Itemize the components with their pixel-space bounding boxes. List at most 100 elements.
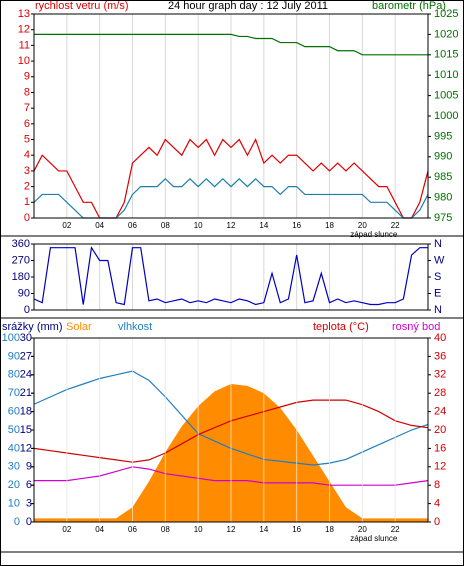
- y-tick-label: 24: [434, 406, 446, 418]
- x-tick-label: 16: [292, 221, 301, 230]
- y-tick-label: 0: [26, 516, 32, 528]
- y-tick-label: 985: [434, 171, 452, 183]
- x-tick-label: 22: [391, 221, 400, 230]
- y-tick-label: 40: [434, 332, 446, 344]
- y-tick-label: 3: [24, 165, 30, 177]
- y-tick-label: 990: [434, 151, 452, 163]
- x-tick-label: 20: [358, 525, 367, 534]
- x-tick-label: 08: [161, 525, 170, 534]
- y-tick-label: 5: [24, 133, 30, 145]
- y-tick-label: 975: [434, 212, 452, 224]
- x-tick-label: 04: [95, 221, 104, 230]
- y-tick-label: 10: [8, 498, 20, 510]
- x-tick-label: 12: [227, 221, 236, 230]
- y-tick-label: 27: [20, 350, 32, 362]
- y-tick-label: 2: [24, 181, 30, 193]
- y-tick-label: 0: [434, 516, 440, 528]
- y-tick-label: 180: [12, 271, 30, 283]
- y-tick-label: 32: [434, 369, 446, 381]
- x-tick-label: 18: [325, 525, 334, 534]
- x-tick-label: 02: [62, 221, 71, 230]
- plot-frame: [33, 13, 429, 219]
- x-tick-label: 10: [194, 221, 203, 230]
- line: [33, 245, 428, 306]
- y-tick-label: 1015: [434, 49, 458, 61]
- y-tick-label: 1020: [434, 28, 458, 40]
- line: [34, 33, 428, 56]
- y-tick-label: 0: [24, 212, 30, 224]
- y-tick-label: 1025: [434, 8, 458, 20]
- y-tick-label: 4: [24, 149, 30, 161]
- x-tick-label: 08: [161, 221, 170, 230]
- y-tick-label: 360: [12, 238, 30, 250]
- y-tick-label: 6: [26, 479, 32, 491]
- y-tick-label: E: [434, 287, 441, 299]
- y-tick-label: 0: [24, 304, 30, 316]
- y-tick-label: S: [434, 271, 441, 283]
- y-tick-label: 12: [20, 442, 32, 454]
- y-tick-label: 21: [20, 387, 32, 399]
- y-tick-label: 1010: [434, 69, 458, 81]
- y-tick-label: 30: [20, 332, 32, 344]
- x-tick-label: 02: [62, 525, 71, 534]
- y-tick-label: 18: [20, 406, 32, 418]
- x-tick-label: 16: [292, 525, 301, 534]
- y-tick-label: 60: [8, 406, 20, 418]
- y-tick-label: 16: [434, 442, 446, 454]
- x-tick-label: 22: [391, 525, 400, 534]
- y-tick-label: 24: [20, 369, 32, 381]
- y-tick-label: 100: [2, 332, 20, 344]
- x-tick-label: 06: [128, 525, 137, 534]
- annotation: západ slunce: [350, 230, 398, 239]
- y3-axis-title: srážky (mm): [2, 321, 63, 333]
- y-tick-label: 1000: [434, 110, 458, 122]
- legend-entry: rosný bod: [392, 321, 440, 333]
- x-tick-label: 14: [259, 525, 268, 534]
- y-tick-label: 995: [434, 130, 452, 142]
- y-tick-label: 11: [19, 39, 30, 51]
- y-tick-label: 9: [26, 461, 32, 473]
- y-tick-label: 13: [18, 8, 30, 20]
- y-tick-label: 1005: [434, 90, 458, 102]
- plot-frame: [33, 337, 429, 523]
- chart-title: 24 hour graph day : 12 July 2011: [168, 0, 328, 12]
- x-tick-label: 06: [128, 221, 137, 230]
- y-tick-label: 90: [8, 350, 20, 362]
- x-tick-label: 10: [194, 525, 203, 534]
- y-tick-label: 20: [8, 479, 20, 491]
- y-tick-label: 30: [8, 461, 20, 473]
- x-tick-label: 18: [325, 221, 334, 230]
- y-tick-label: 8: [24, 86, 30, 98]
- y-tick-label: 3: [26, 498, 32, 510]
- y-tick-label: 90: [18, 287, 30, 299]
- x-tick-label: 04: [95, 525, 104, 534]
- y-tick-label: 6: [24, 118, 30, 130]
- legend-entry: vlhkost: [118, 321, 152, 333]
- y-tick-label: 20: [434, 424, 446, 436]
- x-tick-label: 14: [259, 221, 268, 230]
- y-tick-label: 980: [434, 192, 452, 204]
- annotation: západ slunce: [350, 534, 398, 543]
- y-tick-label: 12: [434, 461, 446, 473]
- legend-entry: Solar: [66, 321, 92, 333]
- y-tick-label: 28: [434, 387, 446, 399]
- y-tick-label: 9: [24, 71, 30, 83]
- y-tick-label: W: [434, 254, 445, 266]
- y-tick-label: 15: [20, 424, 32, 436]
- y-tick-label: 80: [8, 369, 20, 381]
- y-tick-label: 36: [434, 350, 446, 362]
- legend-entry: teplota (°C): [313, 321, 369, 333]
- x-tick-label: 20: [358, 221, 367, 230]
- y-tick-label: N: [434, 238, 442, 250]
- y-tick-label: 70: [8, 387, 20, 399]
- y-tick-label: 12: [18, 24, 30, 36]
- y-tick-label: N: [434, 304, 442, 316]
- y-tick-label: 7: [24, 102, 30, 114]
- y-tick-label: 1: [24, 196, 30, 208]
- y-tick-label: 10: [18, 55, 30, 67]
- y-axis-title: rychlost vetru (m/s): [35, 0, 129, 12]
- y-tick-label: 8: [434, 479, 440, 491]
- y-tick-label: 50: [8, 424, 20, 436]
- y-tick-label: 270: [12, 254, 30, 266]
